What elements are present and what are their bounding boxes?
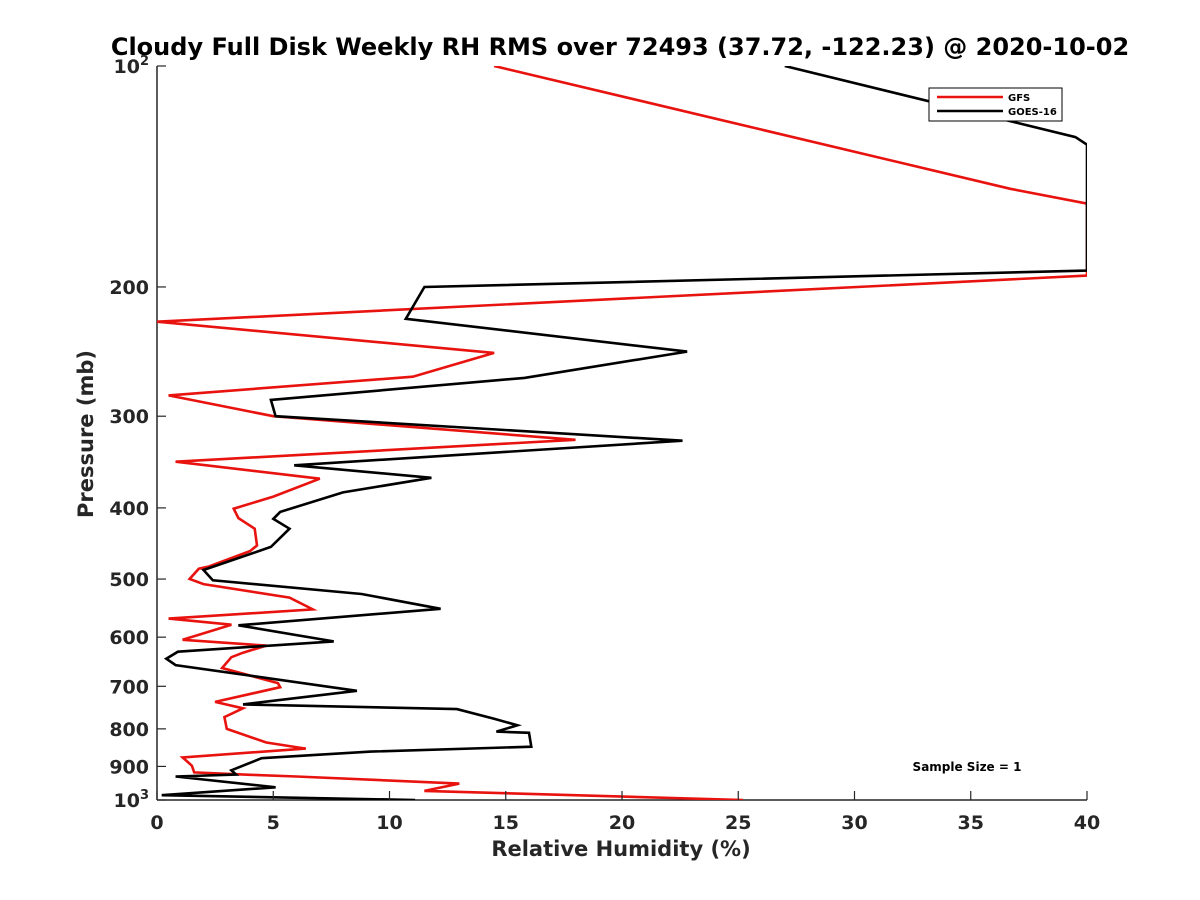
x-tick-label: 25 <box>725 812 751 834</box>
x-axis-label: Relative Humidity (%) <box>491 837 750 861</box>
y-tick-label: 400 <box>109 498 149 520</box>
x-tick-label: 20 <box>609 812 635 834</box>
x-tick-label: 10 <box>376 812 402 834</box>
sample-size-annotation: Sample Size = 1 <box>913 760 1022 774</box>
x-tick-label: 5 <box>267 812 280 834</box>
series-line-gfs <box>157 66 1087 800</box>
y-tick-label: 900 <box>109 756 149 778</box>
y-tick-label: 600 <box>109 627 149 649</box>
legend-label-goes16: GOES-16 <box>1008 107 1057 118</box>
y-tick-label: 700 <box>109 676 149 698</box>
x-tick-label: 30 <box>841 812 867 834</box>
legend-box <box>928 87 1063 122</box>
y-tick-label: 800 <box>109 719 149 741</box>
y-tick-label: 500 <box>109 569 149 591</box>
series-line-goes16 <box>161 66 1087 800</box>
x-tick-label: 40 <box>1074 812 1100 834</box>
x-tick-label: 15 <box>493 812 519 834</box>
x-axis: 0 5 10 15 20 25 30 35 40 <box>150 791 1100 834</box>
y-tick-label: 200 <box>109 277 149 299</box>
x-tick-label: 35 <box>958 812 984 834</box>
y-tick-label: 300 <box>109 406 149 428</box>
y-axis-label: Pressure (mb) <box>74 350 98 518</box>
y-tick-label: 103 <box>114 788 150 812</box>
legend-label-gfs: GFS <box>1008 93 1030 104</box>
x-tick-label: 0 <box>150 812 163 834</box>
legend: GFS GOES-16 <box>928 87 1063 122</box>
y-tick-label: 102 <box>114 54 150 78</box>
y-axis: 102 200 300 400 500 600 700 800 900 103 <box>109 54 166 812</box>
series-layer <box>157 66 1087 800</box>
chart-title: Cloudy Full Disk Weekly RH RMS over 7249… <box>111 33 1129 61</box>
plot-area <box>156 66 1087 801</box>
